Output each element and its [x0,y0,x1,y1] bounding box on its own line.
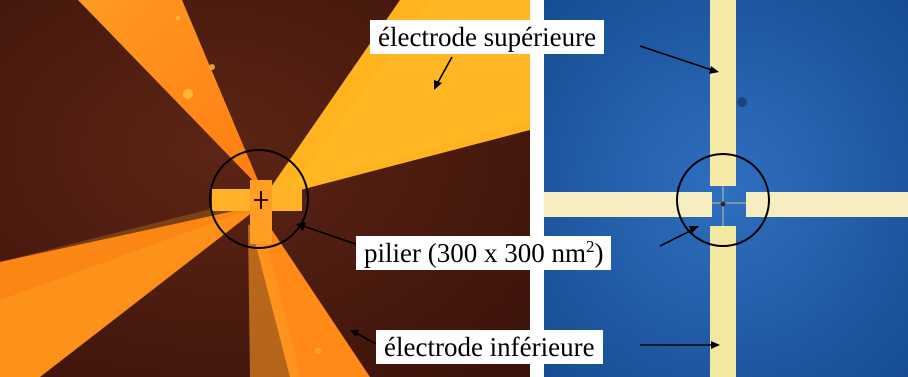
bottom-electrode-label: électrode inférieure [376,330,603,364]
pillar-text: pilier (300 x 300 nm [364,238,586,268]
left-micrograph [0,0,530,377]
annotation-arrows [296,45,720,349]
right-micrograph [544,0,908,377]
pillar-exponent: 2 [585,237,595,256]
pillar-label: pilier (300 x 300 nm2) [356,236,612,270]
bottom-electrode-text: électrode inférieure [384,332,595,362]
pillar-suffix: ) [594,238,604,268]
top-electrode-label: électrode supérieure [370,20,605,54]
top-electrode-text: électrode supérieure [378,22,597,52]
